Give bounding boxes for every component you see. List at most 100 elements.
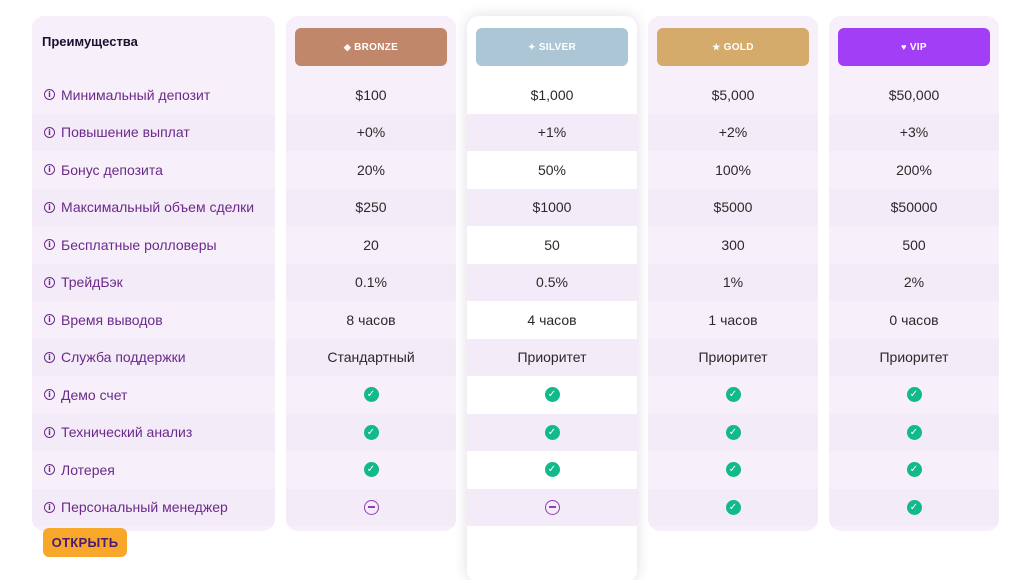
tier-value: 0 часов (889, 311, 939, 328)
benefit-label: Технический анализ (61, 424, 193, 441)
info-icon[interactable]: i (44, 501, 55, 513)
benefit-row: i Повышение выплат (32, 113, 275, 151)
info-icon[interactable]: i (44, 426, 55, 438)
benefits-header: Преимущества (32, 16, 275, 76)
check-icon: ✓ (544, 387, 560, 403)
tier-value-cell: 0.5% (467, 263, 637, 301)
check-icon: ✓ (906, 499, 922, 515)
tier-value-cell: 2% (829, 263, 999, 301)
check-icon: ✓ (363, 462, 379, 478)
tier-column-silver: ✦ SILVER $1,000 +1% 50% $1000 50 0.5% 4 часов При… (467, 16, 637, 580)
tier-label: GOLD (723, 41, 754, 53)
info-icon[interactable]: i (44, 464, 55, 476)
check-icon: ✓ (906, 462, 922, 478)
info-icon[interactable]: i (44, 201, 55, 213)
benefit-label: Служба поддержки (61, 349, 186, 366)
benefit-label: Персональный менеджер (61, 499, 228, 516)
tier-feature-cell: ✓ (467, 376, 637, 414)
tier-feature-cell: ✓ (829, 488, 999, 526)
benefits-list: i Минимальный депозит i Повышение выплат i Бо… (32, 76, 275, 526)
info-icon[interactable]: i (44, 164, 55, 176)
tier-feature-cell: ✓ (467, 451, 637, 489)
tier-label: SILVER (538, 41, 577, 53)
tier-value-cell: Стандартный (286, 338, 456, 376)
tier-value-cell: 4 часов (467, 301, 637, 339)
tier-value: 300 (721, 236, 745, 253)
benefit-row: i Время выводов (32, 301, 275, 339)
benefit-row: i Лотерея (32, 451, 275, 489)
tier-value: 1 часов (708, 311, 758, 328)
benefits-title: Преимущества (42, 34, 138, 49)
tier-value-cell: 50 (467, 226, 637, 264)
benefit-label: Минимальный депозит (61, 86, 211, 103)
check-icon: ✓ (725, 424, 741, 440)
tier-value-cell: 100% (648, 151, 818, 189)
sparkle-icon: ✦ (527, 41, 536, 52)
tier-value: 0.1% (355, 274, 387, 291)
info-icon[interactable]: i (44, 239, 55, 251)
info-icon[interactable]: i (44, 89, 55, 101)
tier-value: 0.5% (536, 274, 568, 291)
tier-header: ◆ BRONZE (286, 16, 456, 76)
tier-button-bronze[interactable]: ◆ BRONZE (295, 28, 447, 66)
benefit-label: Бонус депозита (61, 161, 163, 178)
benefit-label: Повышение выплат (61, 124, 190, 141)
tier-value-cell: 300 (648, 226, 818, 264)
tier-value-cell: +2% (648, 113, 818, 151)
tier-value: $100 (355, 86, 387, 103)
benefit-row: i Бесплатные ролловеры (32, 226, 275, 264)
tier-button-silver[interactable]: ✦ SILVER (476, 28, 628, 66)
tier-button-vip[interactable]: ♥ VIP (838, 28, 990, 66)
tier-button-gold[interactable]: ★ GOLD (657, 28, 809, 66)
tier-header: ★ GOLD (648, 16, 818, 76)
tier-value-cell: Приоритет (648, 338, 818, 376)
heart-icon: ♥ (901, 41, 907, 52)
tier-value: +3% (899, 124, 929, 141)
tier-value: 20 (363, 236, 379, 253)
tier-value: 50% (537, 161, 567, 178)
check-icon: ✓ (725, 387, 741, 403)
minus-circle-icon (363, 499, 379, 515)
tier-value: 4 часов (527, 311, 577, 328)
benefit-label: Бесплатные ролловеры (61, 236, 217, 253)
tier-feature-cell (467, 488, 637, 526)
tier-value-cell: $5000 (648, 188, 818, 226)
tier-value-cell: Приоритет (467, 338, 637, 376)
benefit-row: i ТрейдБэк (32, 263, 275, 301)
tier-value: $50000 (890, 199, 938, 216)
info-icon[interactable]: i (44, 351, 55, 363)
tier-value-cell: $1,000 (467, 76, 637, 114)
tier-value: Приоритет (879, 349, 949, 366)
tier-feature-cell (286, 488, 456, 526)
check-icon: ✓ (363, 387, 379, 403)
tier-value-cell: 20 (286, 226, 456, 264)
tier-value-cell: Приоритет (829, 338, 999, 376)
tier-value: 8 часов (346, 311, 396, 328)
tier-value: Приоритет (517, 349, 587, 366)
tier-value-cell: 0 часов (829, 301, 999, 339)
tier-value: +0% (356, 124, 386, 141)
info-icon[interactable]: i (44, 314, 55, 326)
tier-feature-cell: ✓ (648, 413, 818, 451)
info-icon[interactable]: i (44, 276, 55, 288)
tier-value-cell: $50,000 (829, 76, 999, 114)
info-icon[interactable]: i (44, 126, 55, 138)
tier-value: $1000 (532, 199, 572, 216)
tier-column-bronze: ◆ BRONZE $100 +0% 20% $250 20 0.1% 8 часов Станда… (286, 16, 456, 531)
tier-feature-cell: ✓ (829, 413, 999, 451)
benefit-row: i Бонус депозита (32, 151, 275, 189)
check-icon: ✓ (725, 462, 741, 478)
tier-feature-cell: ✓ (286, 451, 456, 489)
benefit-row: i Технический анализ (32, 413, 275, 451)
tier-value-cell: $5,000 (648, 76, 818, 114)
diamond-icon: ◆ (343, 41, 352, 52)
benefit-label: Демо счет (61, 386, 128, 403)
tier-value-cell: 200% (829, 151, 999, 189)
open-account-button[interactable]: ОТКРЫТЬ (43, 528, 127, 557)
info-icon[interactable]: i (44, 389, 55, 401)
tier-header: ✦ SILVER (467, 16, 637, 76)
check-icon: ✓ (544, 424, 560, 440)
tier-value: $1,000 (530, 86, 574, 103)
tier-value-cell: +1% (467, 113, 637, 151)
tier-header: ♥ VIP (829, 16, 999, 76)
